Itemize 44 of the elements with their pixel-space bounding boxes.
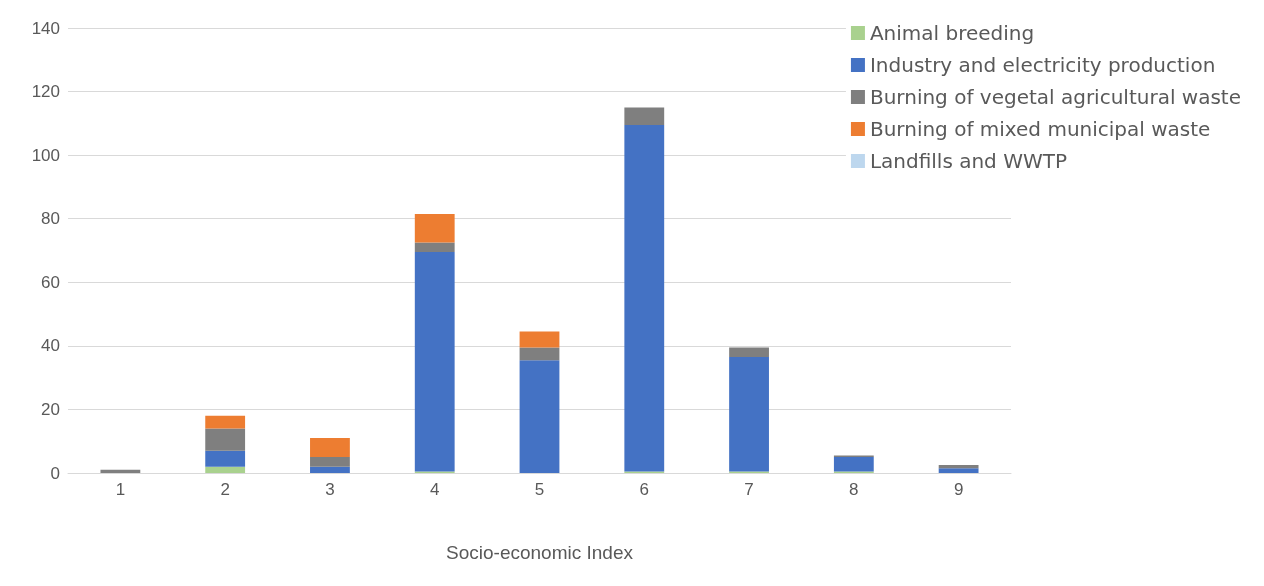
x-tick-label: 5 — [534, 480, 545, 499]
bar — [205, 466, 246, 473]
bar — [100, 469, 141, 473]
x-tick-label: 6 — [639, 480, 650, 499]
y-tick-label: 20 — [41, 399, 60, 419]
legend-label: Animal breeding — [869, 21, 1035, 45]
bar — [519, 331, 560, 348]
bar — [205, 428, 246, 451]
bar — [414, 242, 455, 253]
legend-label: Burning of mixed municipal waste — [869, 117, 1211, 141]
bar — [310, 466, 350, 473]
bar — [938, 468, 979, 473]
legend-label: Burning of vegetal agricultural waste — [869, 85, 1242, 109]
bar — [729, 356, 769, 472]
bar — [414, 213, 455, 243]
legend-label: Industry and electricity production — [869, 53, 1216, 77]
y-tick-label: 60 — [41, 272, 60, 292]
bar — [938, 465, 979, 469]
bar — [624, 107, 665, 125]
bar — [729, 347, 769, 357]
y-tick-label: 80 — [41, 209, 60, 229]
x-tick-label: 8 — [849, 480, 859, 499]
bar — [519, 360, 560, 473]
bar — [205, 415, 246, 429]
legend-label: Landfills and WWTP — [869, 149, 1068, 173]
bar — [414, 252, 455, 472]
bar — [624, 124, 665, 472]
bar — [519, 347, 560, 361]
bar — [310, 438, 350, 458]
y-tick-label: 140 — [31, 18, 60, 38]
y-tick-label: 0 — [50, 463, 60, 483]
bar — [205, 450, 246, 467]
x-tick-label: 3 — [325, 480, 335, 499]
x-tick-label: 4 — [429, 480, 440, 499]
x-axis-title: Socio-economic Index — [446, 542, 634, 563]
x-tick-label: 1 — [115, 480, 126, 499]
x-tick-label: 9 — [953, 480, 964, 499]
y-tick-label: 120 — [31, 82, 60, 102]
y-tick-label: 40 — [41, 336, 60, 356]
y-tick-label: 100 — [31, 145, 60, 165]
bar — [833, 457, 874, 472]
x-tick-label: 2 — [220, 480, 230, 499]
bar — [310, 457, 350, 467]
x-tick-label: 7 — [744, 480, 754, 499]
